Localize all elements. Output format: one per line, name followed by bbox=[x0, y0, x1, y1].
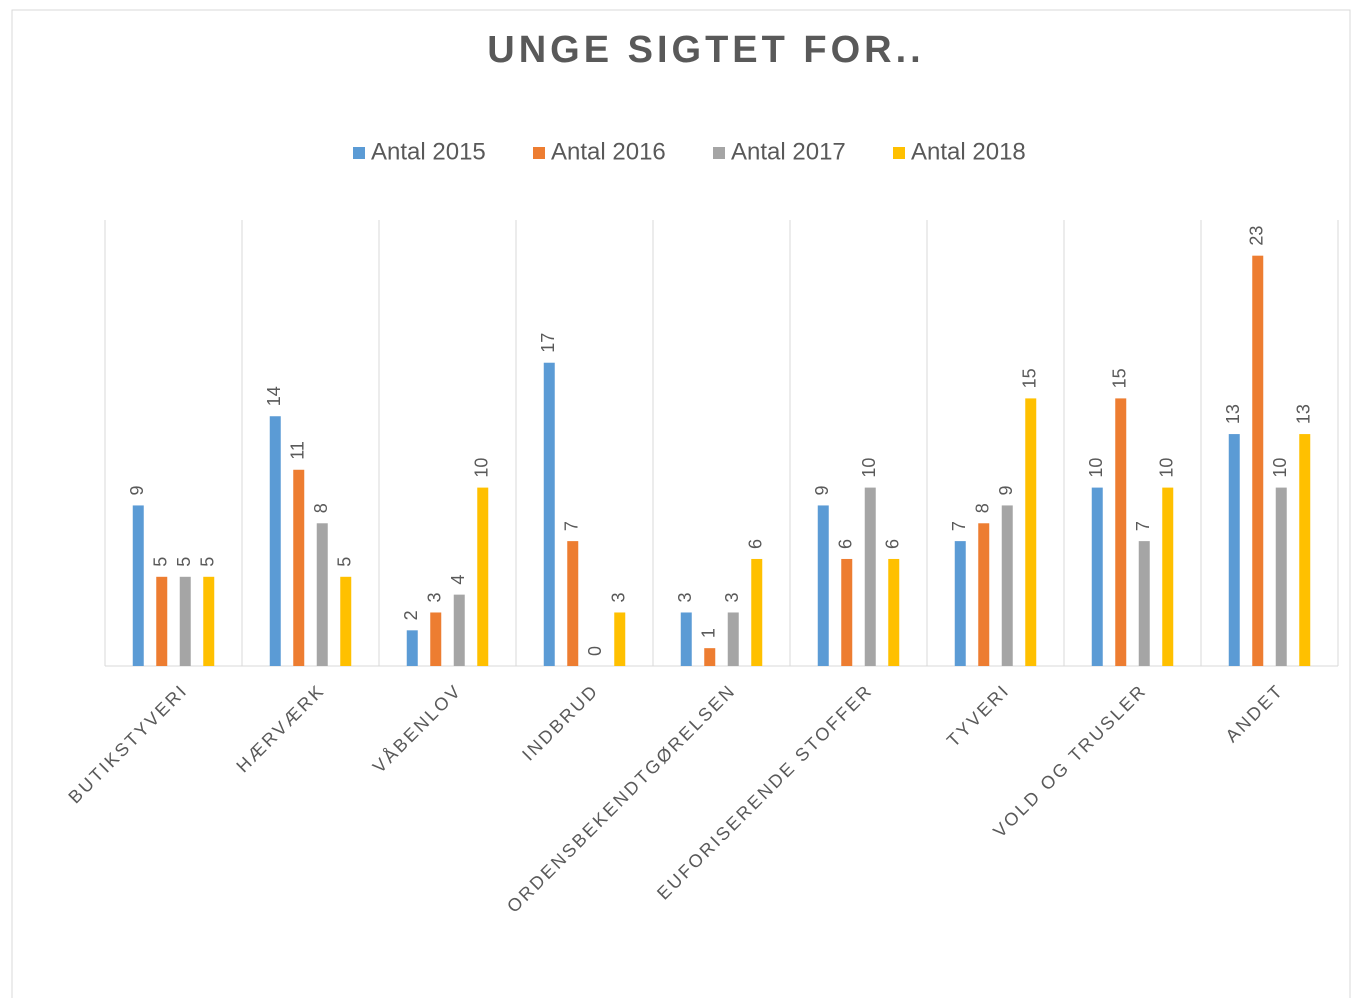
legend-swatch bbox=[353, 147, 365, 159]
bar bbox=[1025, 398, 1037, 666]
bar bbox=[1252, 255, 1264, 666]
bar bbox=[727, 612, 739, 666]
bar bbox=[680, 612, 692, 666]
legend-label: Antal 2018 bbox=[911, 138, 1026, 165]
bar bbox=[954, 541, 966, 666]
data-label: 23 bbox=[1247, 226, 1267, 246]
data-label: 5 bbox=[198, 557, 218, 567]
legend-swatch bbox=[533, 147, 545, 159]
legend-swatch bbox=[713, 147, 725, 159]
data-label: 4 bbox=[448, 575, 468, 585]
bar bbox=[1138, 541, 1150, 666]
bar bbox=[1091, 487, 1103, 666]
legend-label: Antal 2015 bbox=[371, 138, 486, 165]
data-label: 17 bbox=[538, 333, 558, 353]
bar bbox=[340, 576, 352, 666]
bar bbox=[1228, 434, 1240, 666]
legend-label: Antal 2016 bbox=[551, 138, 666, 165]
data-label: 5 bbox=[151, 557, 171, 567]
data-label: 14 bbox=[264, 386, 284, 406]
data-label: 5 bbox=[174, 557, 194, 567]
bar bbox=[543, 362, 555, 666]
data-label: 3 bbox=[425, 592, 445, 602]
data-label: 15 bbox=[1110, 368, 1130, 388]
data-label: 5 bbox=[335, 557, 355, 567]
data-label: 2 bbox=[401, 610, 421, 620]
data-label: 11 bbox=[288, 441, 308, 460]
data-label: 8 bbox=[311, 503, 331, 513]
bar bbox=[1115, 398, 1127, 666]
data-label: 6 bbox=[746, 539, 766, 549]
data-label: 6 bbox=[883, 539, 903, 549]
data-label: 7 bbox=[1133, 521, 1153, 531]
data-label: 9 bbox=[996, 485, 1016, 495]
bar bbox=[430, 612, 442, 666]
data-label: 13 bbox=[1223, 404, 1243, 424]
data-label: 10 bbox=[1270, 458, 1290, 478]
data-label: 9 bbox=[127, 485, 147, 495]
bar bbox=[1001, 505, 1013, 666]
bar bbox=[269, 416, 281, 666]
bar bbox=[1299, 434, 1311, 666]
data-label: 3 bbox=[609, 592, 629, 602]
bar bbox=[132, 505, 144, 666]
bar bbox=[864, 487, 876, 666]
data-label: 0 bbox=[585, 646, 605, 656]
bar bbox=[817, 505, 829, 666]
bar bbox=[203, 576, 215, 666]
data-label: 8 bbox=[973, 503, 993, 513]
chart-frame bbox=[11, 9, 1351, 1001]
bar bbox=[477, 487, 489, 666]
chart-title: UNGE SIGTET FOR.. bbox=[487, 29, 924, 71]
data-label: 10 bbox=[1157, 458, 1177, 478]
bar bbox=[751, 558, 763, 666]
bar bbox=[704, 648, 716, 666]
data-label: 10 bbox=[1086, 458, 1106, 478]
data-label: 7 bbox=[562, 521, 582, 531]
bar bbox=[156, 576, 168, 666]
legend-label: Antal 2017 bbox=[731, 138, 846, 165]
bar bbox=[978, 523, 990, 666]
bar bbox=[1162, 487, 1174, 666]
bar bbox=[179, 576, 191, 666]
data-label: 9 bbox=[812, 485, 832, 495]
bar bbox=[406, 630, 418, 666]
data-label: 1 bbox=[699, 628, 719, 638]
data-label: 6 bbox=[836, 539, 856, 549]
bar bbox=[316, 523, 328, 666]
data-label: 3 bbox=[722, 592, 742, 602]
bar bbox=[453, 594, 465, 666]
bar bbox=[888, 558, 900, 666]
data-label: 13 bbox=[1294, 404, 1314, 424]
bar bbox=[293, 469, 305, 666]
data-label: 7 bbox=[949, 521, 969, 531]
legend-swatch bbox=[893, 147, 905, 159]
data-label: 10 bbox=[472, 458, 492, 478]
data-label: 10 bbox=[859, 458, 879, 478]
bar bbox=[567, 541, 579, 666]
bar bbox=[614, 612, 626, 666]
bar bbox=[841, 558, 853, 666]
bar bbox=[1275, 487, 1287, 666]
data-label: 15 bbox=[1020, 368, 1040, 388]
data-label: 3 bbox=[675, 592, 695, 602]
